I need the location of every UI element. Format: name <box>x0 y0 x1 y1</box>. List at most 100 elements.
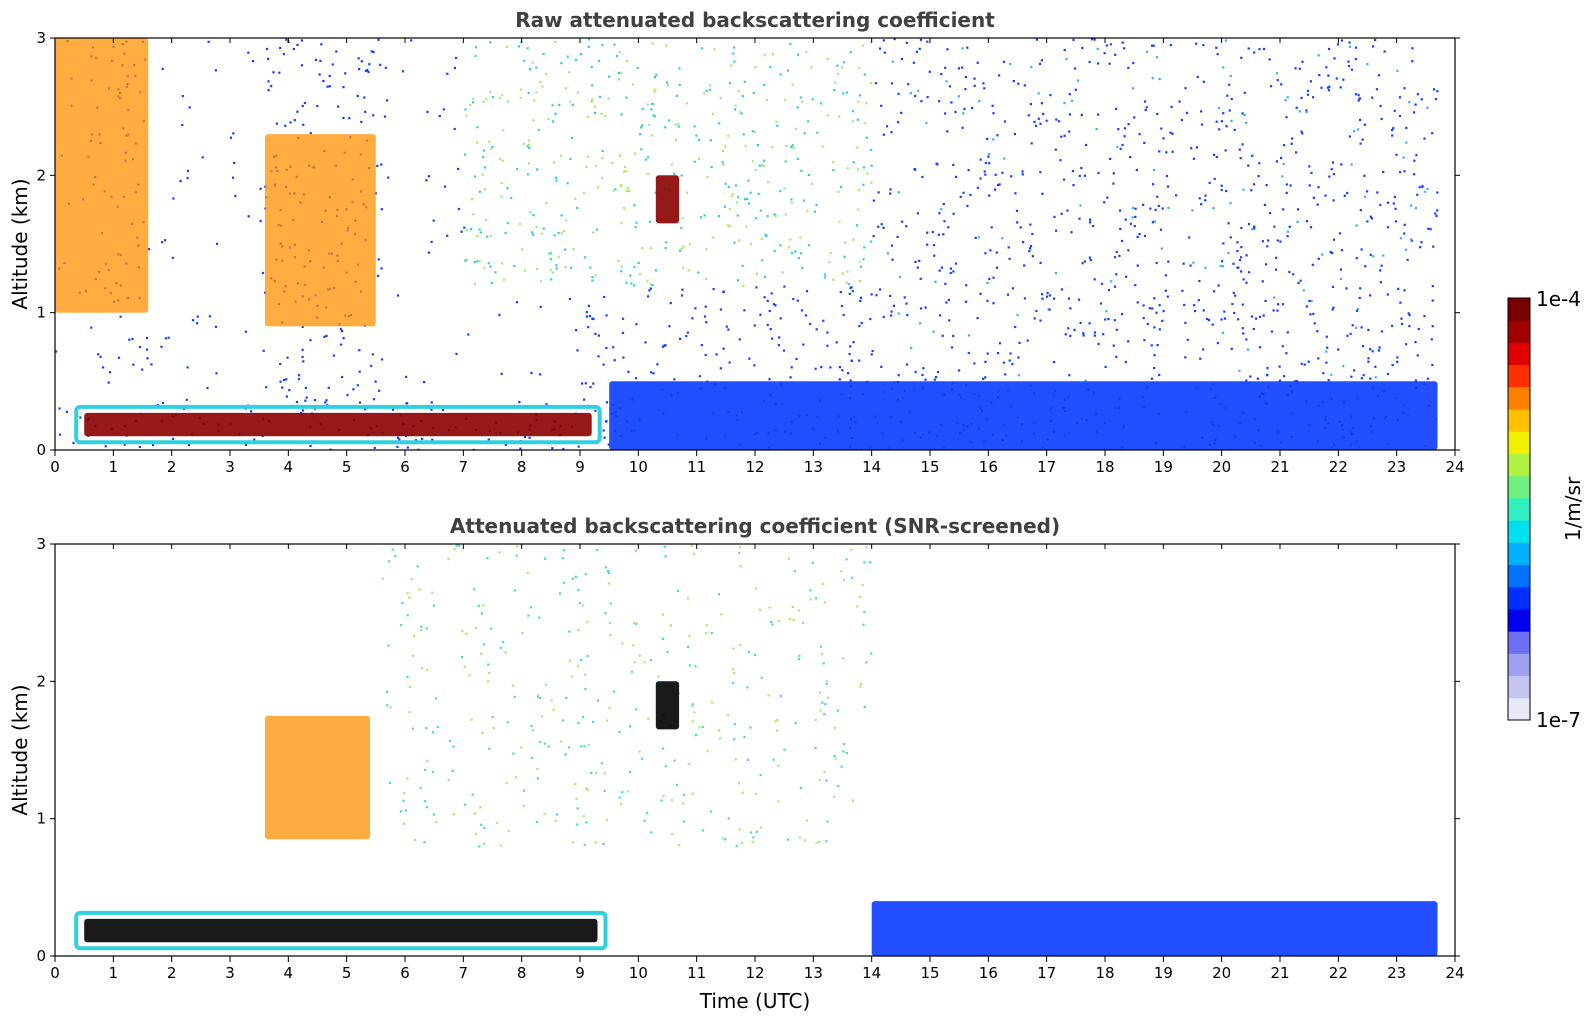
noise-speck <box>1045 119 1048 122</box>
noise-speck <box>743 80 746 83</box>
noise-speck <box>288 389 291 392</box>
noise-speck <box>863 246 866 249</box>
noise-speck <box>432 604 436 607</box>
noise-speck <box>366 69 369 72</box>
noise-speck <box>1346 334 1349 337</box>
noise-speck <box>828 261 831 264</box>
noise-speck <box>1249 375 1252 378</box>
noise-speck <box>473 261 476 264</box>
x-tick-label: 11 <box>687 964 706 982</box>
noise-speck <box>426 759 429 763</box>
noise-speck <box>1393 109 1396 112</box>
noise-speck <box>473 812 476 815</box>
noise-speck <box>591 84 594 87</box>
noise-speck <box>916 212 919 215</box>
noise-speck <box>406 676 409 679</box>
noise-speck <box>759 209 762 212</box>
noise-speck <box>364 110 367 113</box>
noise-speck <box>745 197 749 201</box>
noise-speck <box>683 793 686 796</box>
noise-speck <box>562 447 565 450</box>
noise-speck <box>838 378 841 381</box>
noise-speck <box>282 378 286 382</box>
noise-speck <box>528 143 531 146</box>
noise-speck <box>551 447 554 450</box>
noise-speck <box>521 248 524 251</box>
noise-speck <box>986 137 989 140</box>
noise-speck <box>623 207 626 210</box>
noise-speck <box>504 231 507 235</box>
noise-speck <box>693 160 696 163</box>
noise-speck <box>905 41 908 44</box>
noise-speck <box>542 52 545 56</box>
noise-speck <box>613 359 616 362</box>
noise-speck <box>1227 251 1230 254</box>
x-tick-label: 0 <box>50 964 60 982</box>
noise-speck <box>386 99 389 102</box>
noise-speck <box>1410 239 1413 242</box>
noise-speck <box>833 754 836 758</box>
noise-speck <box>1053 361 1056 364</box>
noise-speck <box>890 131 893 134</box>
noise-speck <box>1332 306 1335 309</box>
noise-speck <box>937 233 940 236</box>
noise-speck <box>132 363 135 366</box>
noise-speck <box>973 362 976 365</box>
noise-speck <box>620 222 623 225</box>
noise-speck <box>418 588 421 591</box>
noise-speck <box>783 98 787 101</box>
noise-speck <box>1250 315 1253 318</box>
noise-speck <box>141 368 144 371</box>
noise-speck <box>575 797 578 800</box>
noise-speck <box>1065 57 1068 61</box>
noise-speck <box>1090 38 1094 41</box>
noise-speck <box>1331 308 1334 311</box>
noise-speck <box>793 570 796 573</box>
noise-speck <box>661 613 664 616</box>
noise-speck <box>656 363 659 366</box>
x-tick-label: 1 <box>109 458 119 476</box>
noise-speck <box>841 369 844 372</box>
noise-speck <box>986 352 989 355</box>
noise-speck <box>605 346 608 350</box>
noise-speck <box>665 81 669 84</box>
noise-speck <box>1150 377 1153 380</box>
noise-speck <box>1364 195 1367 198</box>
noise-speck <box>539 305 542 308</box>
noise-speck <box>792 618 795 621</box>
noise-speck <box>845 91 849 94</box>
x-tick-label: 5 <box>342 458 352 476</box>
noise-speck <box>1216 342 1219 345</box>
noise-speck <box>1117 128 1120 131</box>
colorbar-step <box>1508 675 1530 699</box>
noise-speck <box>822 319 825 322</box>
noise-speck <box>791 83 794 86</box>
noise-speck <box>728 82 732 85</box>
noise-speck <box>1415 154 1418 157</box>
noise-speck <box>506 187 509 190</box>
noise-speck <box>1386 293 1389 296</box>
noise-speck <box>279 380 282 383</box>
noise-speck <box>453 127 456 131</box>
noise-speck <box>465 114 468 117</box>
noise-speck <box>919 307 923 310</box>
noise-speck <box>620 71 623 74</box>
noise-speck <box>1155 311 1158 314</box>
noise-speck <box>438 115 441 118</box>
noise-speck <box>875 294 878 297</box>
noise-speck <box>282 53 285 56</box>
noise-speck <box>671 832 674 836</box>
noise-speck <box>665 241 668 244</box>
noise-speck <box>705 631 708 635</box>
noise-speck <box>1269 212 1272 215</box>
noise-speck <box>160 345 163 348</box>
noise-speck <box>1333 57 1336 60</box>
x-tick-label: 17 <box>1037 964 1056 982</box>
noise-speck <box>1230 97 1233 101</box>
noise-speck <box>609 602 612 605</box>
noise-speck <box>814 746 817 750</box>
noise-speck <box>476 141 479 144</box>
noise-speck <box>740 841 743 845</box>
noise-speck <box>735 201 739 204</box>
noise-speck <box>1107 289 1110 292</box>
